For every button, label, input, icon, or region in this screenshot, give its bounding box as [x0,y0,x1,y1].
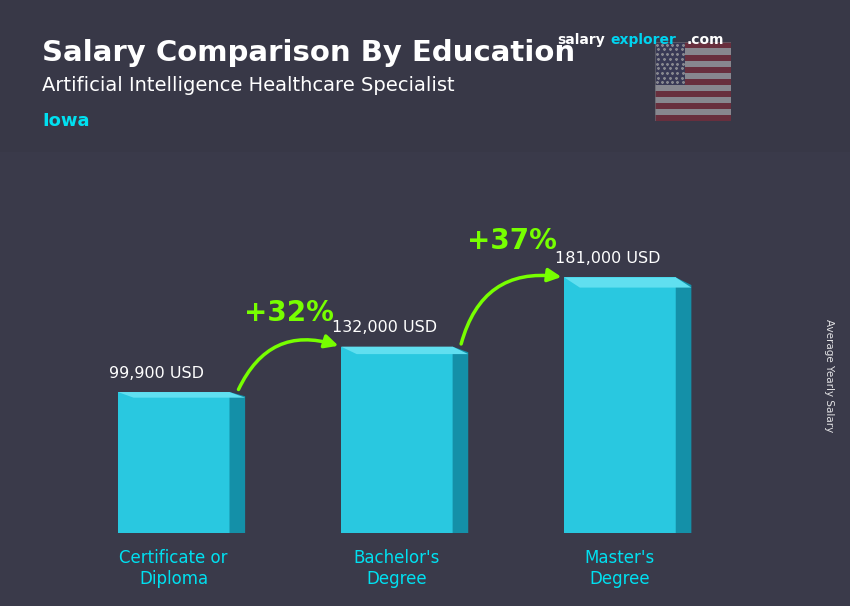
Bar [654,67,731,73]
Text: .com: .com [687,33,724,47]
Text: Artificial Intelligence Healthcare Specialist: Artificial Intelligence Healthcare Speci… [42,76,455,95]
Bar [654,61,731,67]
Text: +37%: +37% [468,227,558,256]
Text: explorer: explorer [610,33,676,47]
Bar [654,48,731,55]
Bar [654,42,685,85]
Text: +32%: +32% [244,299,334,327]
Text: 99,900 USD: 99,900 USD [109,365,204,381]
Text: Iowa: Iowa [42,112,90,130]
Bar [654,91,731,97]
Bar [654,97,731,103]
Text: salary: salary [557,33,604,47]
Text: Salary Comparison By Education: Salary Comparison By Education [42,39,575,67]
Bar [118,392,230,533]
Polygon shape [341,347,468,354]
Bar [654,55,731,61]
Bar [654,109,731,115]
Text: Average Yearly Salary: Average Yearly Salary [824,319,834,432]
Text: 181,000 USD: 181,000 USD [555,251,660,266]
Bar [654,42,731,48]
Polygon shape [118,392,245,398]
Polygon shape [564,278,691,288]
Polygon shape [452,347,468,533]
Bar [341,347,452,533]
Bar [564,278,676,533]
Bar [654,79,731,85]
Bar [654,85,731,91]
Polygon shape [230,392,245,533]
Bar [654,115,731,121]
Polygon shape [676,278,691,533]
Text: 132,000 USD: 132,000 USD [332,321,437,335]
Bar [654,73,731,79]
Bar [654,103,731,109]
